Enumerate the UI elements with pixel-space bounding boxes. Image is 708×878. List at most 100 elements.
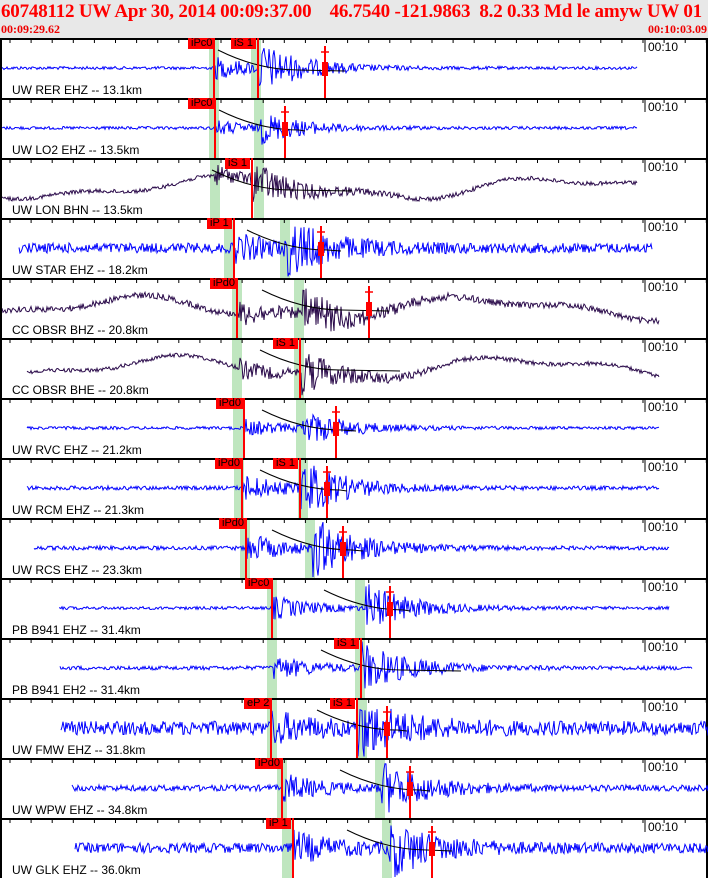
waveform-plot[interactable]	[2, 278, 708, 338]
traveltime-curve	[339, 769, 431, 792]
coda-marker[interactable]	[428, 826, 436, 878]
waveform-trace	[26, 413, 660, 441]
time-mark-label: 00:10	[648, 400, 679, 414]
coda-marker[interactable]	[321, 46, 329, 98]
time-mark-label: 00:10	[648, 340, 679, 354]
station-label: UW RCS EHZ -- 23.3km	[12, 563, 143, 577]
trace-panel[interactable]: iPc0 iS 1 00:10 UW RER EHZ -- 13.1km	[2, 38, 708, 98]
pick-label[interactable]: iPd0	[255, 758, 284, 769]
waveform-trace	[2, 288, 660, 332]
pick-label[interactable]: iS 1	[273, 458, 298, 469]
station-label: UW LON BHN -- 13.5km	[12, 203, 143, 217]
waveform-plot[interactable]	[2, 518, 708, 578]
waveform-trace	[26, 352, 660, 396]
traveltime-curve	[316, 709, 408, 732]
window-start-time: 00:09:29.62	[1, 22, 60, 36]
pick-label[interactable]: iS 1	[231, 38, 256, 49]
waveform-plot[interactable]	[2, 398, 708, 458]
coda-marker[interactable]	[386, 586, 394, 638]
p-window	[224, 218, 234, 278]
trace-panel[interactable]: iPd0 00:10 UW RCS EHZ -- 23.3km	[2, 518, 708, 578]
station-label: PB B941 EHZ -- 31.4km	[12, 623, 141, 637]
waveform-trace	[33, 521, 670, 578]
coda-marker[interactable]	[365, 286, 373, 338]
traveltime-curve	[323, 589, 411, 612]
trace-panel[interactable]: iPc0 00:10 UW LO2 EHZ -- 13.5km	[2, 98, 708, 158]
station-label: CC OBSR BHZ -- 20.8km	[12, 323, 149, 337]
traveltime-curve	[261, 409, 357, 432]
trace-panel[interactable]: iS 1 00:10 CC OBSR BHE -- 20.8km	[2, 338, 708, 398]
coda-marker[interactable]	[323, 466, 331, 518]
s-window	[298, 458, 308, 518]
p-window	[267, 638, 277, 698]
trace-panel[interactable]: eP 2 iS 1 00:10 UW FMW EHZ -- 31.8km	[2, 698, 708, 758]
waveform-plot[interactable]	[2, 818, 708, 878]
time-mark-label: 00:10	[648, 280, 679, 294]
coda-marker[interactable]	[281, 106, 289, 158]
pick-label[interactable]: iPc0	[188, 98, 216, 109]
traveltime-curve	[271, 529, 364, 552]
event-header: 60748112 UW Apr 30, 2014 00:09:37.00 46.…	[0, 0, 708, 38]
waveform-trace	[58, 584, 670, 625]
pick-label[interactable]: iS 1	[225, 158, 250, 169]
traveltime-curve	[246, 229, 342, 252]
station-label: UW STAR EHZ -- 18.2km	[12, 263, 148, 277]
pick-label[interactable]: iPc0	[188, 38, 216, 49]
pick-label[interactable]: iP 1	[266, 818, 291, 829]
trace-panel[interactable]: iPc0 00:10 PB B941 EHZ -- 31.4km	[2, 578, 708, 638]
waveform-trace	[18, 226, 653, 277]
seismogram-panels[interactable]: iPc0 iS 1 00:10 UW RER EHZ -- 13.1km iPc0 00:…	[0, 38, 708, 878]
time-mark-label: 00:10	[648, 760, 679, 774]
traveltime-curve	[346, 829, 453, 852]
time-mark-label: 00:10	[648, 700, 679, 714]
coda-marker[interactable]	[339, 526, 347, 578]
pick-label[interactable]: iS 1	[330, 698, 355, 709]
s-window	[296, 398, 306, 458]
station-label: UW FMW EHZ -- 31.8km	[12, 743, 146, 757]
p-window	[234, 458, 244, 518]
pick-label[interactable]: iPd0	[210, 278, 239, 289]
waveform-plot[interactable]	[2, 578, 708, 638]
trace-panel[interactable]: iPd0 00:10 UW RVC EHZ -- 21.2km	[2, 398, 708, 458]
pick-label[interactable]: eP 2	[244, 698, 273, 709]
waveform-plot[interactable]	[2, 338, 708, 398]
traveltime-curve	[259, 349, 401, 372]
waveform-plot[interactable]	[2, 98, 708, 158]
trace-panel[interactable]: iS 1 00:10 UW LON BHN -- 13.5km	[2, 158, 708, 218]
time-mark-label: 00:10	[648, 820, 679, 834]
coda-marker[interactable]	[406, 766, 414, 818]
traveltime-curve	[218, 109, 306, 132]
station-label: UW RVC EHZ -- 21.2km	[12, 443, 142, 457]
trace-panel[interactable]: iP 1 00:10 UW STAR EHZ -- 18.2km	[2, 218, 708, 278]
pick-label[interactable]: iS 1	[334, 638, 359, 649]
trace-panel[interactable]: iS 1 00:10 PB B941 EH2 -- 31.4km	[2, 638, 708, 698]
trace-panel[interactable]: iPd0 iS 1 00:10 UW RCM EHZ -- 21.3km	[2, 458, 708, 518]
waveform-trace	[2, 48, 638, 87]
waveform-plot[interactable]	[2, 218, 708, 278]
waveform-plot[interactable]	[2, 758, 708, 818]
traveltime-curve	[259, 469, 348, 492]
coda-marker[interactable]	[383, 706, 391, 758]
station-label: PB B941 EH2 -- 31.4km	[12, 683, 141, 697]
waveform-plot[interactable]	[2, 158, 708, 218]
p-window	[210, 158, 220, 218]
waveform-trace	[71, 763, 708, 813]
pick-label[interactable]: iP 1	[207, 218, 232, 229]
pick-label[interactable]: iS 1	[273, 338, 298, 349]
waveform-trace	[74, 825, 708, 878]
traveltime-curve	[217, 49, 346, 72]
pick-label[interactable]: iPd0	[216, 398, 245, 409]
coda-marker[interactable]	[332, 406, 340, 458]
traveltime-curve	[320, 649, 462, 672]
coda-marker[interactable]	[317, 226, 325, 278]
pick-label[interactable]: iPc0	[245, 578, 273, 589]
time-mark-label: 00:10	[648, 40, 679, 54]
time-mark-label: 00:10	[648, 640, 679, 654]
time-mark-label: 00:10	[648, 220, 679, 234]
trace-panel[interactable]: iP 1 00:10 UW GLK EHZ -- 36.0km	[2, 818, 708, 878]
pick-label[interactable]: iPd0	[219, 518, 248, 529]
trace-panel[interactable]: iPd0 00:10 UW WPW EHZ -- 34.8km	[2, 758, 708, 818]
trace-panel[interactable]: iPd0 00:10 CC OBSR BHZ -- 20.8km	[2, 278, 708, 338]
waveform-plot[interactable]	[2, 458, 708, 518]
pick-label[interactable]: iPd0	[215, 458, 244, 469]
